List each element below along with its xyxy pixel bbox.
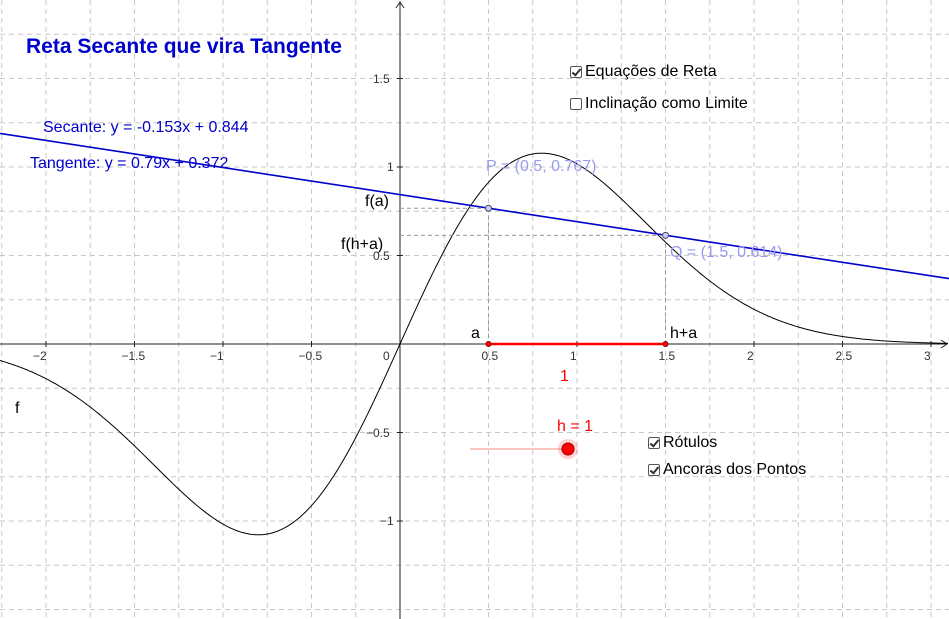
- x-tick-label: 1.5: [658, 349, 676, 363]
- x-tick-label: −0.5: [298, 349, 323, 363]
- x-tick-label: −1: [210, 349, 224, 363]
- secant-equation: Secante: y = -0.153x + 0.844: [43, 119, 249, 136]
- checkbox-rotulos-label: Rótulos: [663, 434, 718, 451]
- checkbox-ancoras-dos-pontos-label: Ancoras dos Pontos: [663, 461, 807, 478]
- y-axis-arrow: [395, 1, 405, 9]
- y-tick-label: 1: [387, 160, 394, 174]
- checkbox-equacoes-de-reta-label: Equações de Reta: [585, 63, 717, 80]
- page-title: Reta Secante que vira Tangente: [26, 35, 342, 58]
- y-tick-label: 0.5: [373, 248, 390, 263]
- x-tick-label: −1.5: [121, 349, 146, 363]
- function-f-curve[interactable]: [0, 152, 948, 536]
- point-q[interactable]: [662, 231, 669, 239]
- h-slider-knob[interactable]: [561, 442, 575, 456]
- segment-length-label: 1: [560, 368, 569, 385]
- h-plus-a-label: h+a: [670, 325, 698, 342]
- a-label: a: [471, 325, 480, 342]
- checkbox-rotulos-box[interactable]: [648, 437, 660, 449]
- x-axis-arrow: [940, 339, 948, 349]
- checkbox-rotulos[interactable]: Rótulos: [648, 435, 717, 451]
- checkbox-ancoras-dos-pontos-box[interactable]: [648, 464, 660, 476]
- point-a[interactable]: [485, 341, 492, 347]
- h-slider-label: h = 1: [557, 418, 594, 435]
- function-f-label: f: [15, 400, 20, 417]
- x-tick-label: 0.5: [481, 349, 499, 363]
- x-tick-label: 0: [383, 349, 390, 363]
- checkbox-ancoras-dos-pontos[interactable]: Ancoras dos Pontos: [648, 462, 806, 478]
- x-tick-label: 2: [747, 349, 754, 363]
- dashed-guides: [400, 207, 666, 344]
- y-tick-label: −1: [380, 514, 394, 528]
- checkbox-equacoes-de-reta-box[interactable]: [570, 66, 582, 78]
- fa-label: f(a): [365, 193, 389, 210]
- checkbox-inclinacao-como-limite[interactable]: Inclinação como Limite: [570, 96, 748, 112]
- x-tick-label: 3: [924, 349, 931, 363]
- point-p[interactable]: [485, 204, 492, 212]
- h-slider[interactable]: [470, 439, 578, 459]
- secant-line[interactable]: [0, 132, 949, 280]
- checkbox-inclinacao-como-limite-label: Inclinação como Limite: [585, 95, 748, 112]
- fha-label: f(h+a): [341, 236, 384, 253]
- point-h-plus-a[interactable]: [662, 341, 669, 347]
- point-p-label: P = (0.5, 0.767): [486, 158, 597, 175]
- point-q-label: Q = (1.5, 0.614): [670, 244, 783, 261]
- tangent-equation: Tangente: y = 0.79x + 0.372: [30, 155, 229, 172]
- x-tick-label: 1: [570, 349, 577, 363]
- x-tick-label: 2.5: [835, 349, 853, 363]
- checkbox-equacoes-de-reta[interactable]: Equações de Reta: [570, 64, 717, 80]
- checkbox-inclinacao-como-limite-box[interactable]: [570, 98, 582, 110]
- x-tick-label: −2: [33, 349, 47, 363]
- y-tick-label: −0.5: [366, 425, 390, 440]
- points[interactable]: [485, 204, 669, 347]
- y-tick-label: 1.5: [373, 71, 390, 86]
